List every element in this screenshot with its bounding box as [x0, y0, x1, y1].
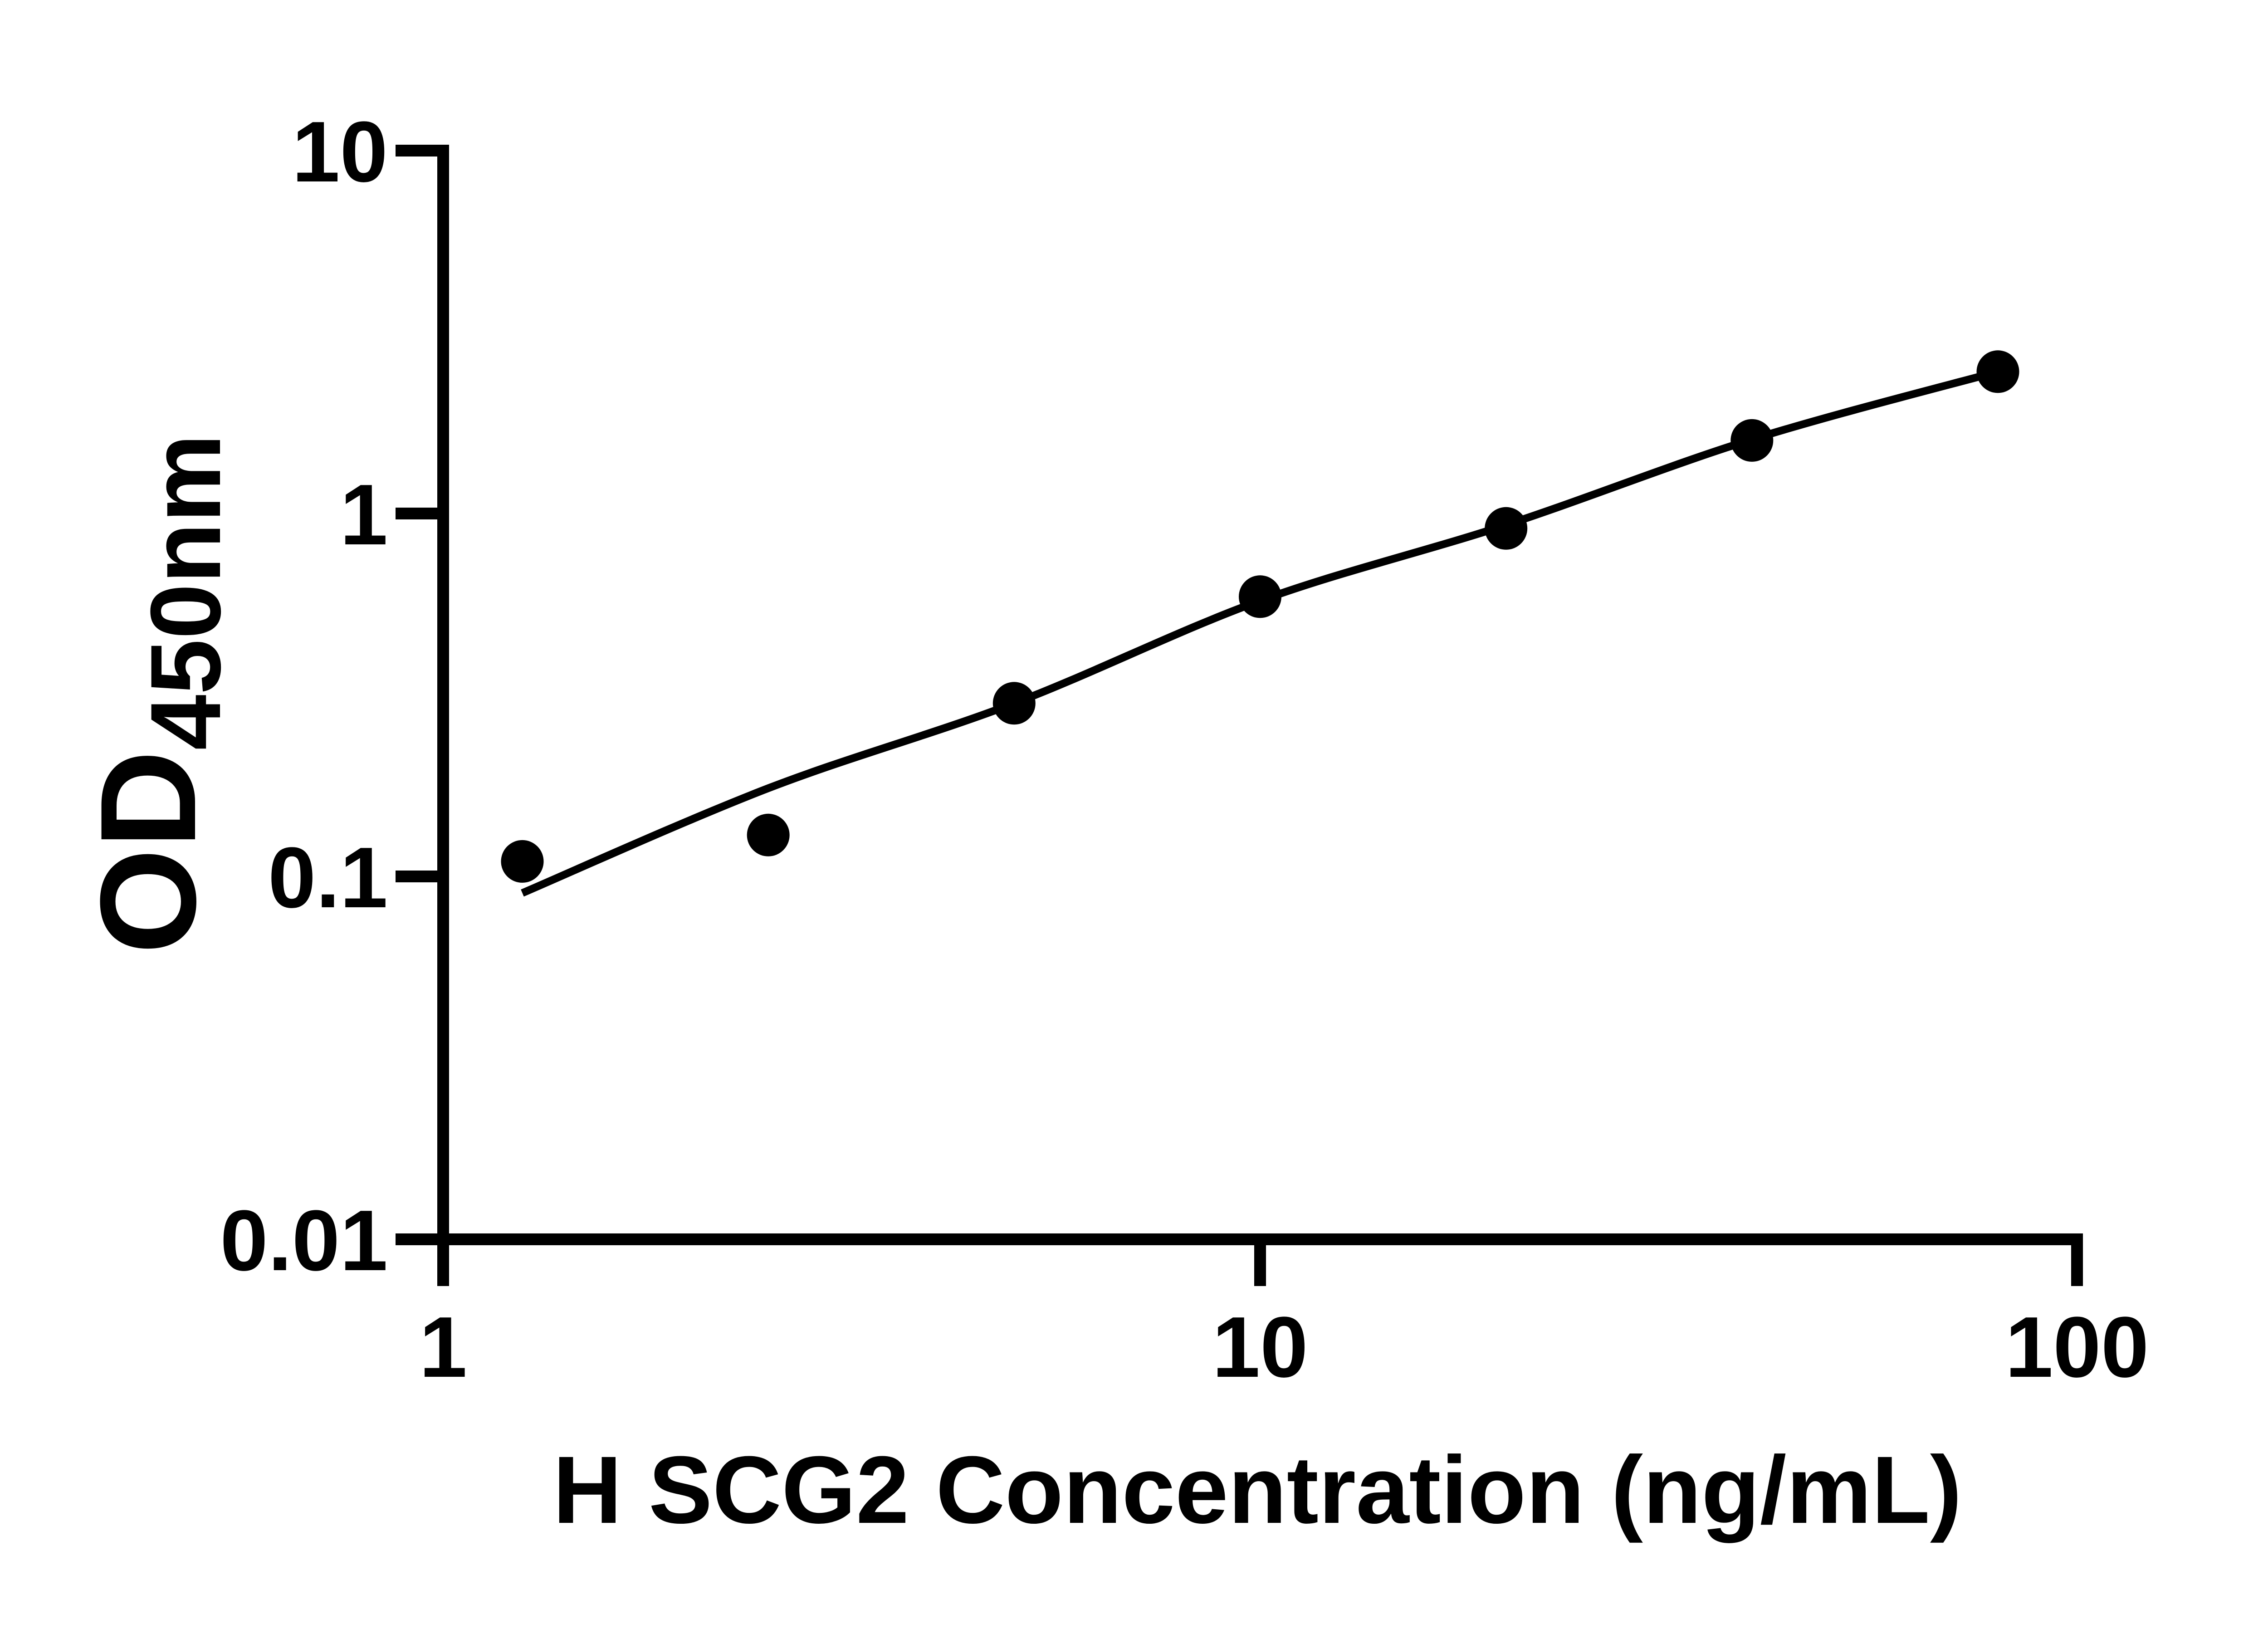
x-tick-label: 100: [2005, 1299, 2149, 1395]
data-point: [747, 813, 790, 856]
data-point: [992, 682, 1036, 725]
fit-curve-line: [521, 368, 1999, 897]
y-axis-title-base: OD: [72, 750, 224, 954]
data-point: [501, 840, 544, 883]
x-axis-title: H SCG2 Concentration (ng/mL): [553, 1436, 1962, 1543]
axes: [437, 145, 2083, 1245]
y-axis-ticks: 10 1 0.1 0.01: [220, 104, 443, 1289]
y-tick-label: 1: [340, 467, 388, 563]
data-point: [1239, 575, 1281, 618]
y-tick-label: 10: [292, 104, 388, 200]
data-point: [1730, 419, 1774, 462]
data-points: [501, 350, 2019, 883]
y-axis-title: OD450nm: [72, 434, 241, 954]
data-point: [1485, 507, 1528, 550]
data-point: [1976, 350, 2019, 393]
x-tick-label: 10: [1212, 1299, 1308, 1395]
x-axis-ticks: 1 10 100: [419, 1239, 2149, 1395]
y-axis-title-subscript: 450nm: [130, 434, 241, 750]
y-tick-label: 0.1: [268, 830, 388, 926]
y-tick-label: 0.01: [220, 1193, 388, 1289]
x-tick-label: 1: [419, 1299, 467, 1395]
